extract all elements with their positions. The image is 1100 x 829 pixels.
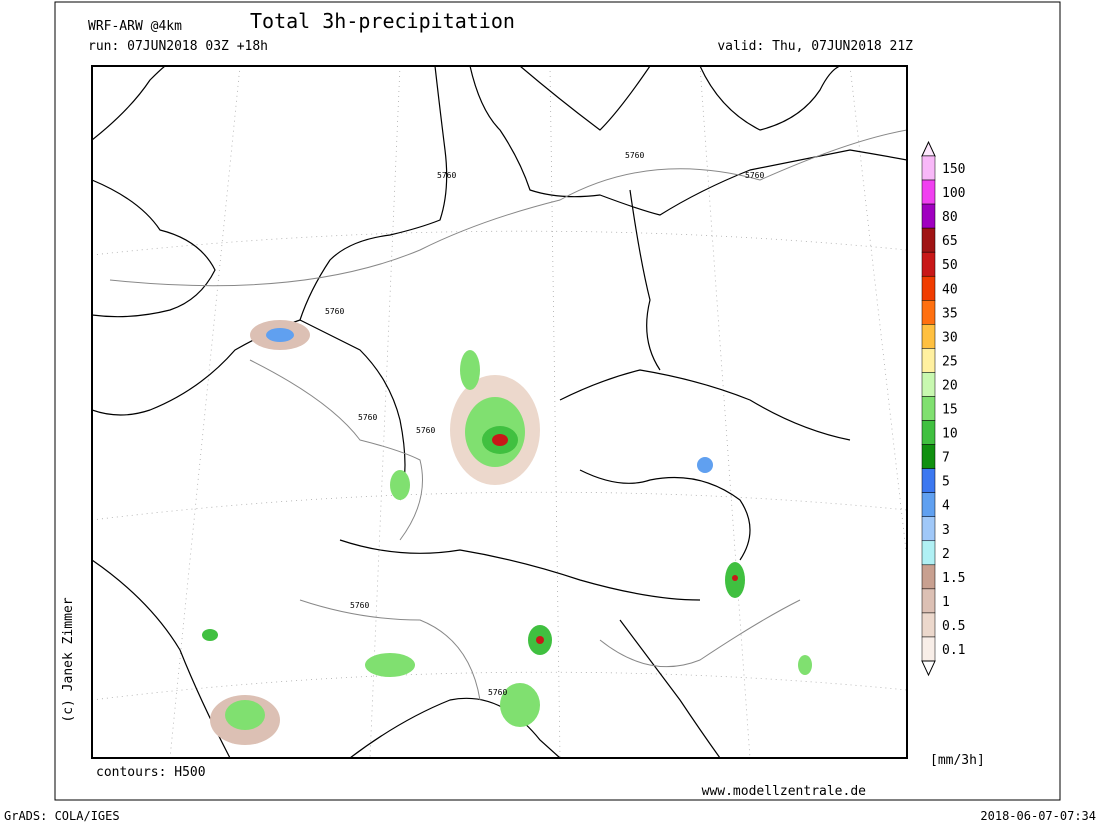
legend-swatch xyxy=(921,155,936,181)
legend-swatch xyxy=(921,203,936,229)
contour-label: 5760 xyxy=(488,688,507,697)
legend-label: 2 xyxy=(942,547,950,562)
map: 5760 5760 5760 5760 5760 5760 5760 5760 xyxy=(91,65,908,759)
legend-label: 30 xyxy=(942,330,958,345)
legend-swatch xyxy=(921,564,936,590)
legend-label: 5 xyxy=(942,475,950,490)
contours-note: contours: H500 xyxy=(96,765,206,780)
legend-swatch xyxy=(921,179,936,205)
legend: 150 100 80 65 50 40 35 30 25 20 15 10 7 5 4 3 2 1.5 1 0.5 0.… xyxy=(921,140,965,677)
legend-swatch xyxy=(921,468,936,493)
legend-label: 7 xyxy=(942,451,950,466)
legend-label: 1 xyxy=(942,595,950,610)
legend-arrow-bottom xyxy=(921,660,936,677)
contour-label: 5760 xyxy=(350,601,369,610)
legend-label: 35 xyxy=(942,306,958,321)
legend-swatch xyxy=(921,492,936,517)
legend-label: 65 xyxy=(942,234,958,249)
legend-unit: [mm/3h] xyxy=(930,753,985,768)
legend-swatch xyxy=(921,588,936,614)
legend-swatch xyxy=(921,516,936,542)
legend-swatch xyxy=(921,300,936,325)
legend-label: 100 xyxy=(942,186,965,201)
legend-label: 1.5 xyxy=(942,571,965,586)
legend-label: 80 xyxy=(942,210,958,225)
legend-label: 0.5 xyxy=(942,619,965,634)
run-label: run: 07JUN2018 03Z +18h xyxy=(88,39,268,54)
legend-swatch xyxy=(921,348,936,373)
contour-label: 5760 xyxy=(437,171,456,180)
legend-label: 0.1 xyxy=(942,643,965,658)
legend-label: 3 xyxy=(942,523,950,538)
legend-label: 40 xyxy=(942,282,958,297)
coastline xyxy=(92,66,907,416)
legend-swatch xyxy=(921,396,936,421)
legend-swatch xyxy=(921,420,936,445)
contour-label: 5760 xyxy=(416,426,435,435)
legend-label: 10 xyxy=(942,427,958,442)
title: Total 3h-precipitation xyxy=(250,9,515,33)
legend-label: 50 xyxy=(942,258,958,273)
precipitation xyxy=(202,320,812,745)
legend-swatch xyxy=(921,324,936,349)
legend-swatch xyxy=(921,636,936,662)
legend-swatch xyxy=(921,275,936,301)
legend-swatch xyxy=(921,540,936,566)
legend-swatch xyxy=(921,251,936,277)
valid-label: valid: Thu, 07JUN2018 21Z xyxy=(717,39,913,54)
legend-swatch xyxy=(921,372,936,397)
map-border xyxy=(91,65,908,759)
legend-label: 20 xyxy=(942,378,958,393)
legend-label: 4 xyxy=(942,499,950,514)
copyright: (c) Janek Zimmer xyxy=(61,597,76,722)
legend-label: 15 xyxy=(942,403,958,418)
software: GrADS: COLA/IGES xyxy=(4,809,120,823)
model-label: WRF-ARW @4km xyxy=(88,19,182,34)
frame xyxy=(54,1,1061,801)
contour-label: 5760 xyxy=(745,171,764,180)
contour-label: 5760 xyxy=(325,307,344,316)
timestamp: 2018-06-07-07:34 xyxy=(980,809,1096,823)
legend-swatch xyxy=(921,444,936,469)
contour-label: 5760 xyxy=(625,151,644,160)
website: www.modellzentrale.de xyxy=(702,784,867,799)
legend-swatch xyxy=(921,227,936,253)
legend-swatch xyxy=(921,612,936,638)
legend-label: 25 xyxy=(942,354,958,369)
legend-label: 150 xyxy=(942,162,965,177)
contour-label: 5760 xyxy=(358,413,377,422)
h500-contours xyxy=(109,129,907,701)
borders xyxy=(92,189,851,758)
